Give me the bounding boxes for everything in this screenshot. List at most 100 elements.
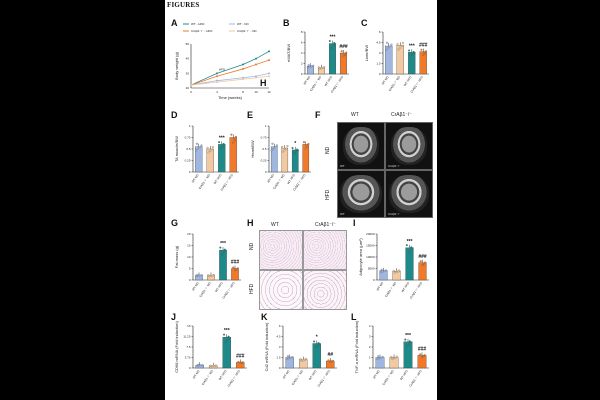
data-point	[219, 246, 222, 249]
series-line	[190, 59, 270, 86]
data-point	[200, 144, 203, 147]
data-point	[379, 356, 382, 359]
data-point	[195, 149, 198, 152]
significance-hash: ###	[339, 44, 348, 50]
data-point	[419, 260, 422, 263]
histology-cr-nd	[303, 230, 347, 270]
panel-label-c: C	[361, 18, 368, 28]
significance-stars: ***	[224, 328, 230, 334]
x-tick-label: CrAβ1⁻/⁻ ND	[381, 369, 395, 386]
data-point	[386, 47, 389, 50]
y-tick-label: 6	[379, 30, 381, 34]
data-point	[286, 355, 289, 358]
y-tick-label: 10	[187, 255, 191, 259]
significance-hash: ###	[236, 353, 245, 359]
data-point	[409, 341, 412, 344]
data-point	[270, 149, 273, 152]
data-point	[316, 344, 319, 347]
y-axis-label: Liver/BW	[364, 45, 369, 61]
x-tick-label: CrAβ1⁻/⁻ ND	[198, 173, 212, 190]
data-point	[196, 273, 199, 276]
x-tick-label: CrAβ1⁻/⁻ ND	[201, 369, 215, 386]
bar	[281, 147, 289, 173]
data-point	[409, 54, 412, 57]
data-point	[287, 357, 290, 360]
series-point	[242, 63, 244, 66]
x-tick-label: WT HFD	[286, 173, 296, 185]
data-point	[222, 251, 225, 254]
data-point	[383, 269, 386, 272]
x-axis-label: Time (weeks)	[218, 95, 243, 100]
data-point	[211, 274, 214, 277]
y-tick-label: 1	[265, 124, 267, 128]
legend-label: CrAβ1⁻/⁻ - ND	[237, 29, 257, 33]
data-point	[271, 142, 274, 145]
data-point	[199, 364, 202, 367]
panel-label-e: E	[247, 110, 254, 120]
bar	[405, 247, 414, 281]
y-tick-label: 4	[301, 51, 303, 55]
y-tick-label: 6	[301, 41, 303, 45]
significance-stars: ***	[407, 239, 413, 245]
data-point	[286, 145, 289, 148]
ct-wt-nd: WT	[337, 122, 385, 170]
x-tick-label: WT HFD	[308, 369, 318, 381]
x-tick-label: CrAβ1⁻/⁻ ND	[384, 281, 398, 298]
data-point	[329, 361, 332, 364]
panel-label-j: J	[171, 312, 177, 322]
y-tick-label: 20	[186, 86, 190, 90]
y-axis-label: Body weight (g)	[174, 51, 179, 79]
data-point	[394, 356, 397, 359]
data-point	[218, 141, 221, 144]
data-point	[424, 50, 427, 53]
series-point	[216, 75, 218, 78]
data-point	[407, 342, 410, 345]
data-point	[424, 261, 427, 264]
series-point	[255, 63, 257, 66]
panel-label-l: L	[351, 312, 357, 322]
x-tick-label: 0	[190, 90, 192, 94]
data-point	[198, 274, 201, 277]
histology-wt-hfd	[259, 270, 303, 310]
data-point	[409, 249, 412, 252]
y-tick-label: 0	[279, 366, 281, 370]
data-point	[327, 359, 330, 362]
y-tick-label: 4	[369, 324, 371, 328]
y-axis-label: TNF-α mRNA (Fold induction)	[354, 320, 359, 373]
series-point	[190, 84, 192, 87]
panel-label-f: F	[315, 110, 321, 120]
y-tick-label: 1	[189, 124, 191, 128]
data-point	[275, 144, 278, 147]
data-point	[397, 270, 400, 273]
x-tick-label: CrAβ1⁻/⁻ ND	[291, 369, 305, 386]
data-point	[293, 152, 296, 155]
panel-label-d: D	[171, 110, 178, 120]
data-point	[376, 358, 379, 361]
data-point	[232, 141, 235, 144]
data-point	[379, 271, 382, 274]
figure-page: FIGURES A WT - HFD WT - ND CrAβ1⁻/⁻ - HFD C…	[165, 0, 437, 400]
data-point	[291, 355, 294, 358]
data-point	[295, 150, 298, 153]
data-point	[322, 66, 325, 69]
y-tick-label: 0	[373, 278, 375, 282]
y-tick-label: 0	[189, 278, 191, 282]
data-point	[408, 49, 411, 52]
data-point	[221, 253, 224, 256]
x-tick-label: WT ND	[381, 75, 390, 86]
data-point	[385, 41, 388, 44]
y-tick-label: 6	[279, 324, 281, 328]
data-point	[211, 148, 214, 151]
data-point	[211, 146, 214, 149]
y-tick-label: 0	[369, 366, 371, 370]
x-tick-label: WT HFD	[399, 369, 409, 381]
data-point	[330, 47, 333, 50]
data-point	[328, 40, 331, 43]
data-point	[340, 50, 343, 53]
y-tick-label: 0.5	[262, 147, 267, 151]
y-tick-label: 0.75	[185, 136, 191, 140]
y-tick-label: 20	[187, 232, 191, 236]
data-point	[306, 66, 309, 69]
